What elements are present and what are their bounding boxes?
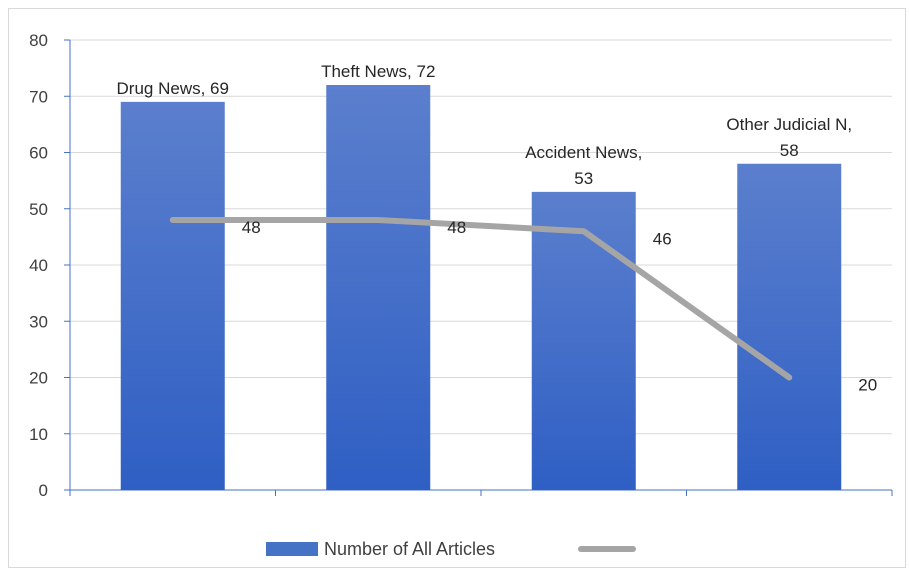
- y-tick-label: 0: [39, 481, 48, 500]
- y-tick-label: 20: [29, 369, 48, 388]
- bar-data-label: 53: [574, 169, 593, 188]
- y-tick-label: 40: [29, 256, 48, 275]
- line-series: [169, 217, 793, 381]
- bar: [737, 163, 842, 490]
- bar: [326, 85, 431, 490]
- line-data-label: 48: [447, 218, 466, 237]
- line-data-label: 46: [653, 229, 672, 248]
- y-tick-label: 60: [29, 144, 48, 163]
- bar-data-label: 58: [780, 141, 799, 160]
- bar-data-label: Theft News, 72: [321, 62, 435, 81]
- bar: [531, 191, 636, 490]
- y-tick-label: 80: [29, 31, 48, 50]
- bar-data-label: Accident News,: [525, 143, 642, 162]
- legend-swatch-bars: [266, 542, 318, 556]
- line-data-label: 48: [242, 218, 261, 237]
- bar-data-label: Other Judicial N,: [726, 115, 852, 134]
- y-tick-label: 30: [29, 312, 48, 331]
- bar-data-label: Drug News, 69: [117, 79, 229, 98]
- y-tick-label: 50: [29, 200, 48, 219]
- y-tick-label: 10: [29, 425, 48, 444]
- bar: [120, 101, 225, 490]
- line-data-label: 20: [858, 376, 877, 395]
- y-tick-label: 70: [29, 87, 48, 106]
- legend-label-bars: Number of All Articles: [324, 539, 495, 559]
